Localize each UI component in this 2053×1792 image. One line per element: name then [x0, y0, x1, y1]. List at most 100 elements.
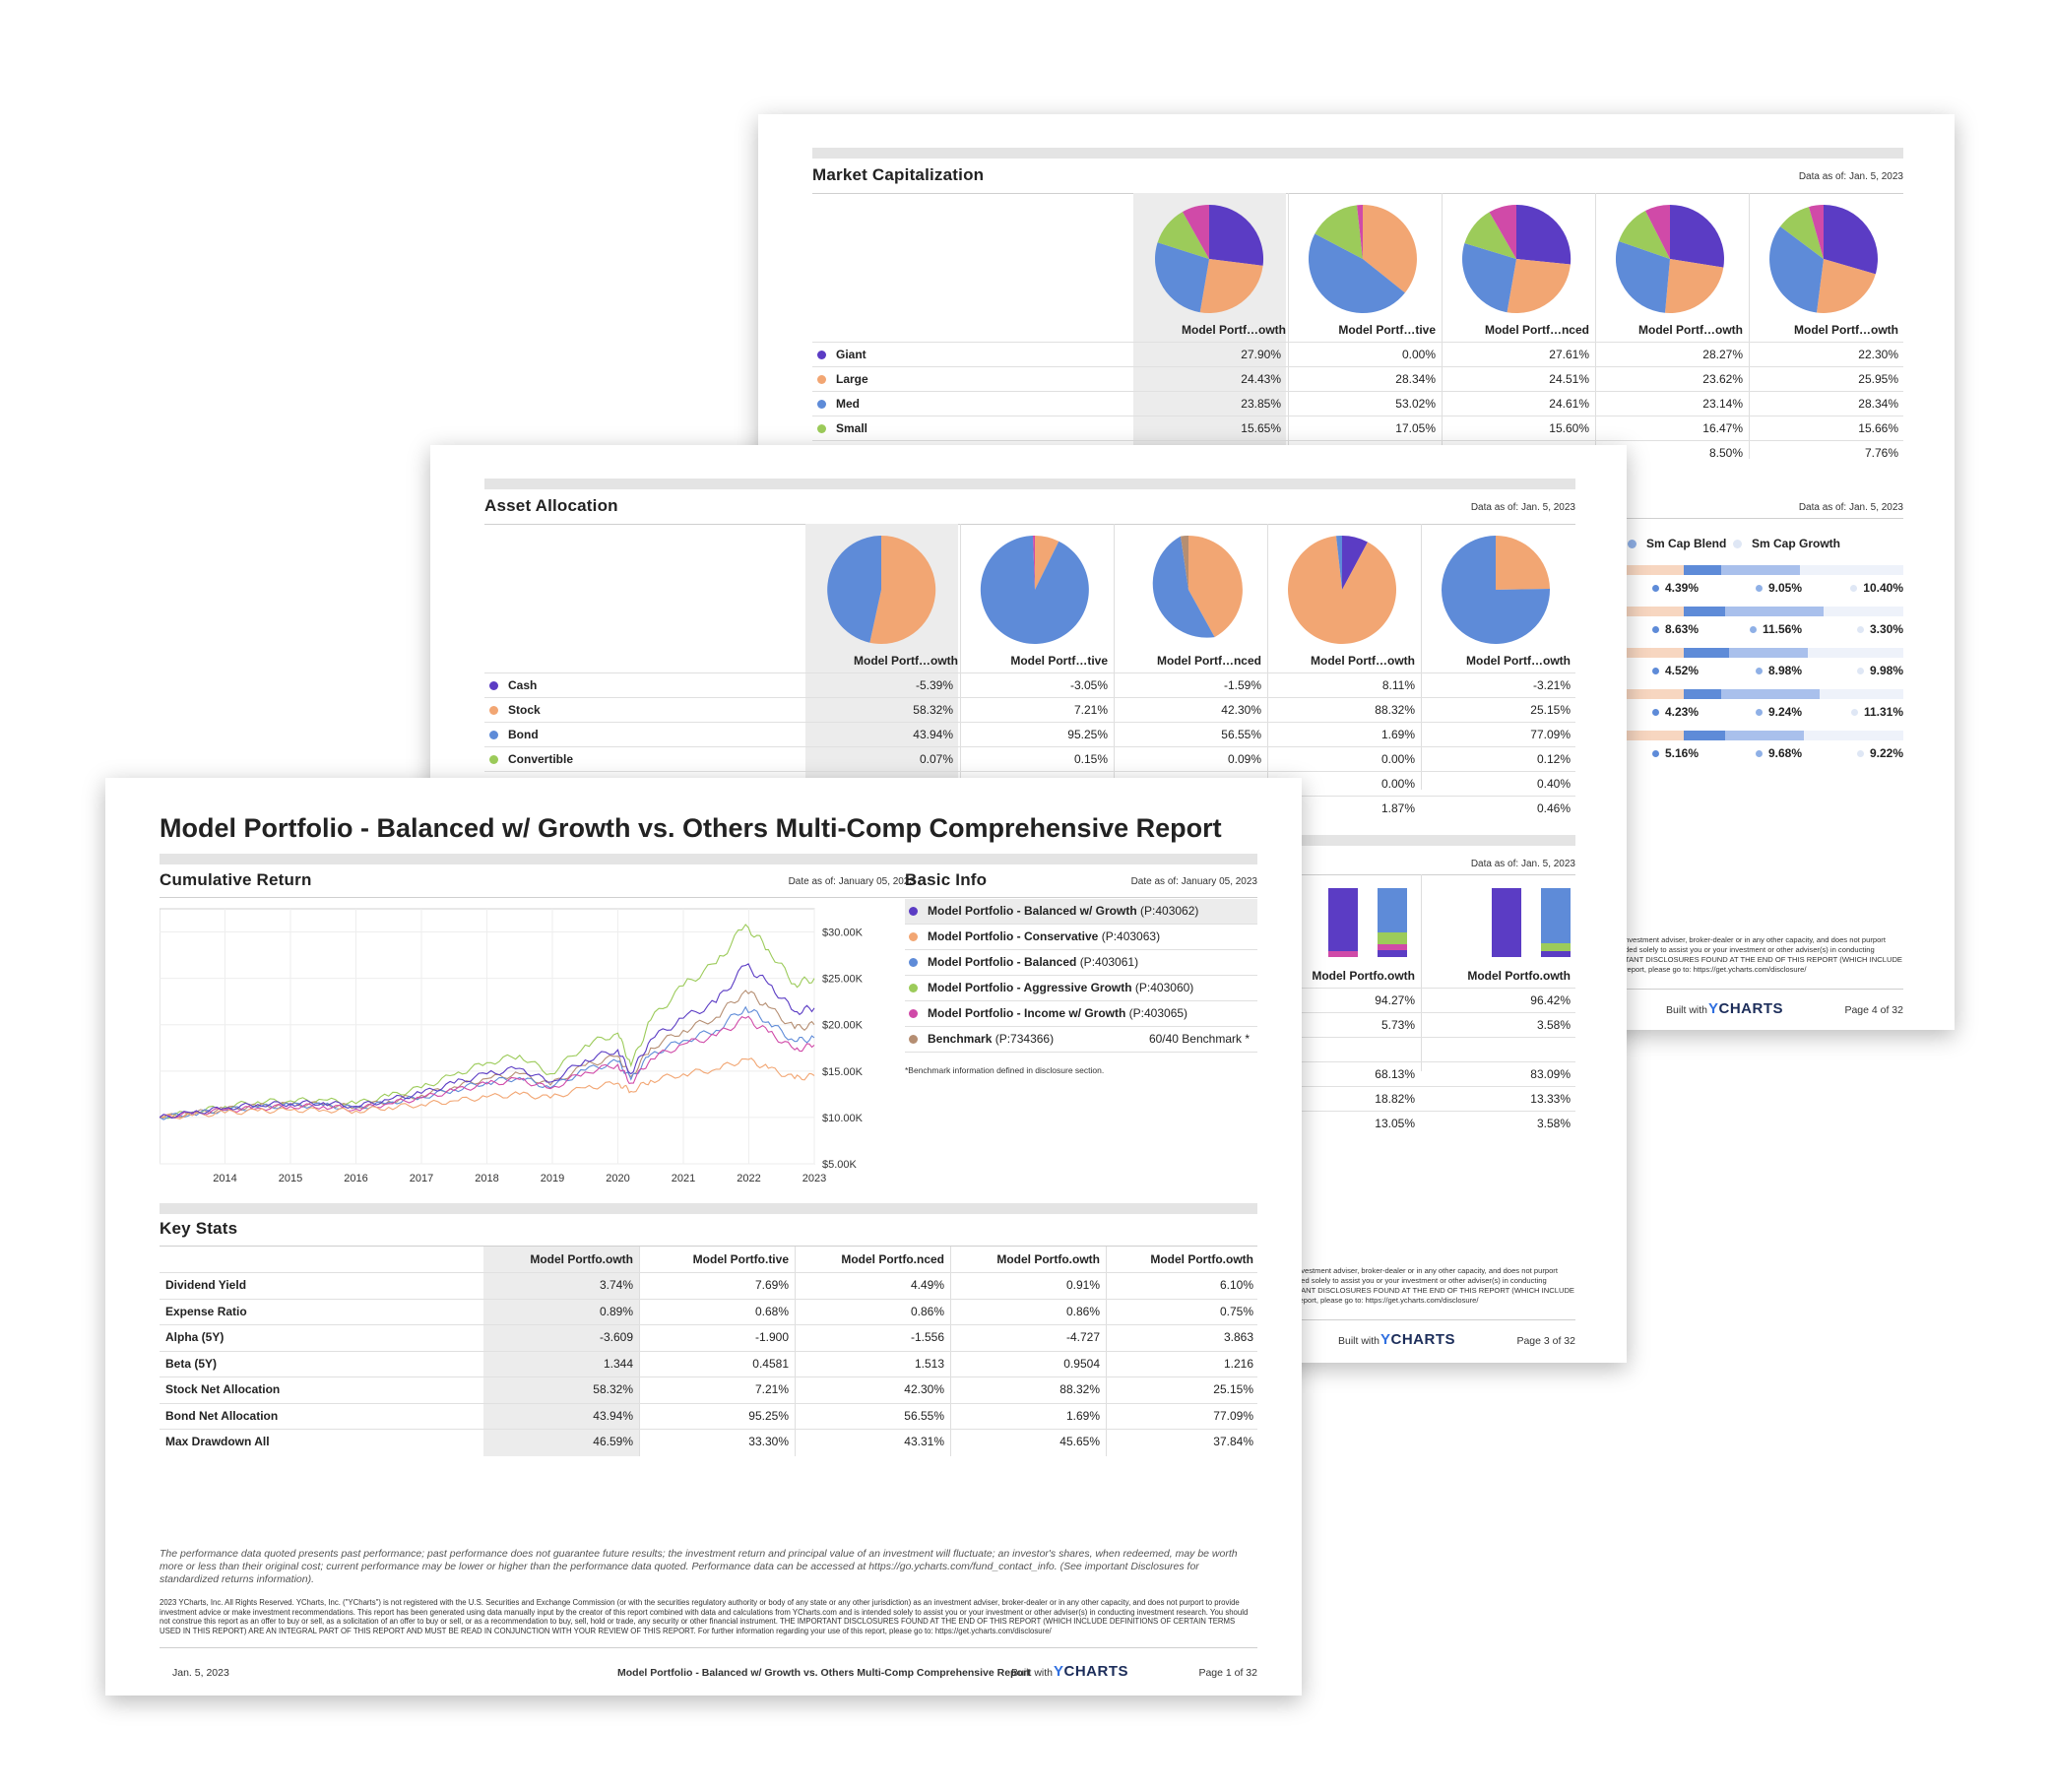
- style-bar-segment: [1729, 648, 1808, 658]
- row-label: Cash: [489, 678, 537, 692]
- legend-dot: [1856, 668, 1864, 675]
- footer-date: Jan. 5, 2023: [172, 1667, 229, 1679]
- asset-allocation-pie-5: [1442, 536, 1551, 644]
- y-tick-label: $30.00K: [822, 928, 864, 939]
- style-value-text: 11.56%: [1762, 622, 1802, 636]
- market-cap-pie-4: [1615, 205, 1724, 314]
- style-legend-item: Sm Cap Blend: [1628, 537, 1726, 550]
- table-cell: 0.07%: [919, 752, 953, 766]
- basic-info-title: Basic Info: [905, 870, 988, 889]
- row-divider: [160, 1429, 1257, 1430]
- table-cell: 13.05%: [1375, 1117, 1415, 1130]
- table-cell: 4.49%: [910, 1278, 944, 1292]
- legend-dot: [1755, 585, 1763, 593]
- x-tick-label: 2019: [541, 1173, 564, 1184]
- portfolio-label: Model Portfolio - Conservative (P:403063…: [909, 929, 1160, 943]
- style-value-text: 9.98%: [1869, 664, 1903, 677]
- style-value: 5.16%: [1625, 746, 1699, 760]
- row-divider: [160, 1272, 1257, 1273]
- table-cell: 15.65%: [1241, 421, 1281, 435]
- table-cell: 23.14%: [1702, 397, 1743, 411]
- ycharts-logo: YCHARTS: [1054, 1663, 1128, 1680]
- style-bar-segment: [1721, 689, 1820, 699]
- column-header: Model Portfo.owth: [530, 1252, 633, 1266]
- page-number: Page 3 of 32: [1516, 1335, 1575, 1347]
- row-divider: [484, 746, 1575, 747]
- table-cell: 0.15%: [1073, 752, 1108, 766]
- table-cell: 58.32%: [913, 703, 953, 717]
- style-value-text: 9.05%: [1767, 581, 1802, 595]
- table-cell: 96.42%: [1530, 993, 1571, 1007]
- market-cap-pie-1: [1155, 204, 1264, 313]
- legend-dot: [489, 731, 498, 740]
- performance-disclaimer: The performance data quoted presents pas…: [160, 1548, 1238, 1585]
- column-separator: [1595, 193, 1596, 459]
- table-cell: 0.40%: [1536, 777, 1571, 791]
- style-value-text: 4.52%: [1664, 664, 1699, 677]
- style-value-text: 4.39%: [1664, 581, 1699, 595]
- report-title: Model Portfolio - Balanced w/ Growth vs.…: [160, 813, 1222, 843]
- portfolio-name: Model Portfolio - Aggressive Growth: [928, 981, 1132, 994]
- built-with-label: Built with: [1011, 1667, 1054, 1679]
- table-cell: 43.94%: [913, 728, 953, 741]
- row-divider: [812, 366, 1903, 367]
- disclaimer-line: report, please go to: https://get.ychart…: [1625, 965, 1807, 974]
- legend-label: Sm Cap Growth: [1752, 537, 1841, 550]
- column-separator: [960, 524, 961, 790]
- x-tick-label: 2023: [802, 1173, 826, 1184]
- table-cell: 3.74%: [599, 1278, 633, 1292]
- row-label: Alpha (5Y): [165, 1330, 225, 1344]
- page-number: Page 1 of 32: [1198, 1667, 1257, 1679]
- legend-dot: [909, 1035, 918, 1045]
- ycharts-logo: YCHARTS: [1380, 1331, 1455, 1348]
- row-label: Bond Net Allocation: [165, 1408, 279, 1423]
- column-header: Model Portf…tive: [1338, 323, 1436, 337]
- table-cell: 45.65%: [1059, 1435, 1100, 1448]
- table-cell: 25.95%: [1858, 372, 1898, 386]
- disclaimer-line: TANT DISCLOSURES FOUND AT THE END OF THI…: [1297, 1286, 1574, 1295]
- table-cell: 0.00%: [1380, 777, 1415, 791]
- series-line: [160, 1005, 815, 1120]
- legend-dot: [1628, 540, 1636, 549]
- asset-allocation-pie-2: [980, 535, 1089, 644]
- table-cell: 95.25%: [1067, 728, 1108, 741]
- table-cell: 95.25%: [748, 1408, 789, 1423]
- disclaimer-line: nvestment adviser, broker-dealer or in a…: [1297, 1266, 1558, 1275]
- legend-dot: [1856, 626, 1864, 634]
- legend-dot: [817, 400, 826, 410]
- row-divider: [160, 1298, 1257, 1300]
- row-label-text: Large: [836, 372, 868, 386]
- style-value: 9.05%: [1728, 581, 1802, 595]
- table-cell: 77.09%: [1213, 1408, 1253, 1423]
- table-cell: 25.15%: [1530, 703, 1571, 717]
- logo-text: CHARTS: [1718, 1000, 1784, 1017]
- table-cell: 56.55%: [904, 1408, 944, 1423]
- table-cell: 0.89%: [599, 1304, 633, 1318]
- disclaimer-line: ded solely to assist you or your investm…: [1297, 1276, 1547, 1285]
- legend-dot: [489, 681, 498, 691]
- table-cell: 28.34%: [1858, 397, 1898, 411]
- row-divider: [160, 1376, 1257, 1377]
- benchmark-name: 60/40 Benchmark *: [1148, 1032, 1250, 1046]
- row-divider: [1267, 1086, 1575, 1087]
- row-divider: [160, 1324, 1257, 1325]
- style-legend-item: Sm Cap Growth: [1733, 537, 1840, 550]
- section-title: Market Capitalization: [812, 165, 985, 184]
- table-cell: 1.69%: [1065, 1408, 1100, 1423]
- column-header: Model Portf…owth: [1794, 323, 1898, 337]
- table-cell: 7.69%: [754, 1278, 789, 1292]
- row-label: Bond: [489, 728, 539, 741]
- column-header: Model Portfo.tive: [692, 1252, 789, 1266]
- column-separator: [1421, 874, 1422, 1071]
- ycharts-logo: YCHARTS: [1708, 1000, 1783, 1017]
- table-cell: 1.216: [1223, 1356, 1253, 1371]
- table-cell: 0.75%: [1219, 1304, 1253, 1318]
- x-tick-label: 2021: [672, 1173, 695, 1184]
- as-of-date: Data as of: Jan. 5, 2023: [1798, 171, 1903, 182]
- table-cell: 27.61%: [1549, 348, 1589, 361]
- style-bar-segment: [1725, 731, 1804, 740]
- row-label-text: Giant: [836, 348, 866, 361]
- table-cell: 53.02%: [1395, 397, 1436, 411]
- table-cell: 77.09%: [1530, 728, 1571, 741]
- table-cell: 24.43%: [1241, 372, 1281, 386]
